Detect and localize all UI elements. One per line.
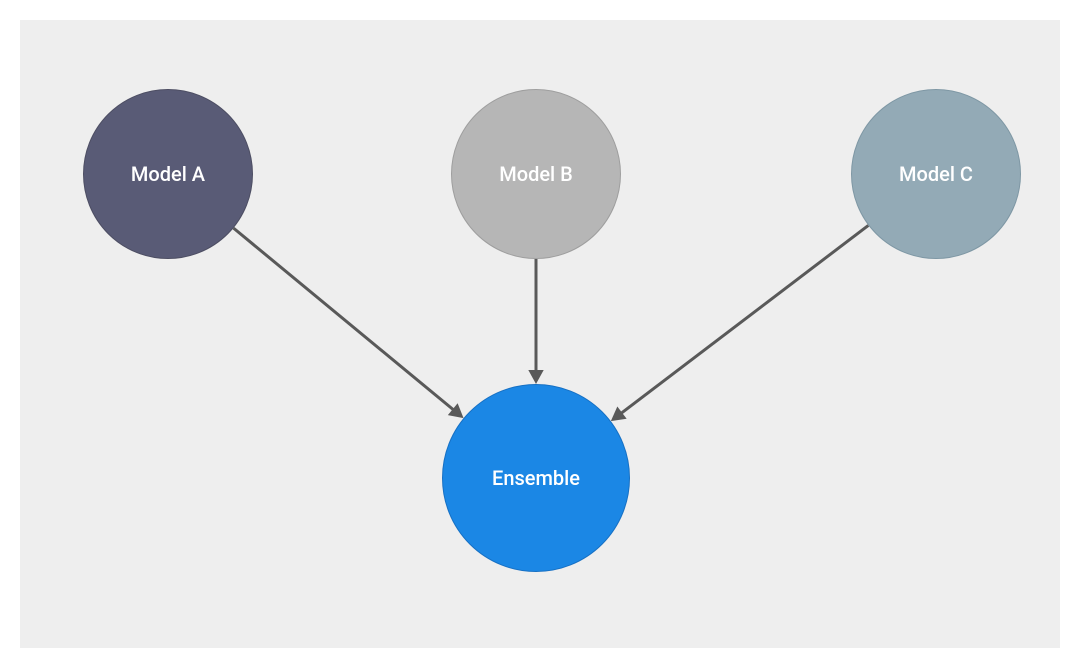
node-model-b: Model B (451, 89, 621, 259)
edge-model-b-to-ensemble (528, 259, 543, 384)
edge-model-a-to-ensemble (234, 228, 464, 418)
node-label: Model B (499, 162, 573, 186)
arrowhead-icon (528, 370, 543, 384)
arrowhead-icon (611, 406, 627, 421)
edge-model-c-to-ensemble (611, 225, 868, 421)
node-label: Model C (899, 162, 973, 186)
node-model-a: Model A (83, 89, 253, 259)
node-ensemble: Ensemble (442, 384, 630, 572)
node-label: Ensemble (492, 466, 580, 490)
node-label: Model A (131, 162, 205, 186)
diagram-canvas: Model A Model B Model C Ensemble (20, 20, 1060, 648)
node-model-c: Model C (851, 89, 1021, 259)
